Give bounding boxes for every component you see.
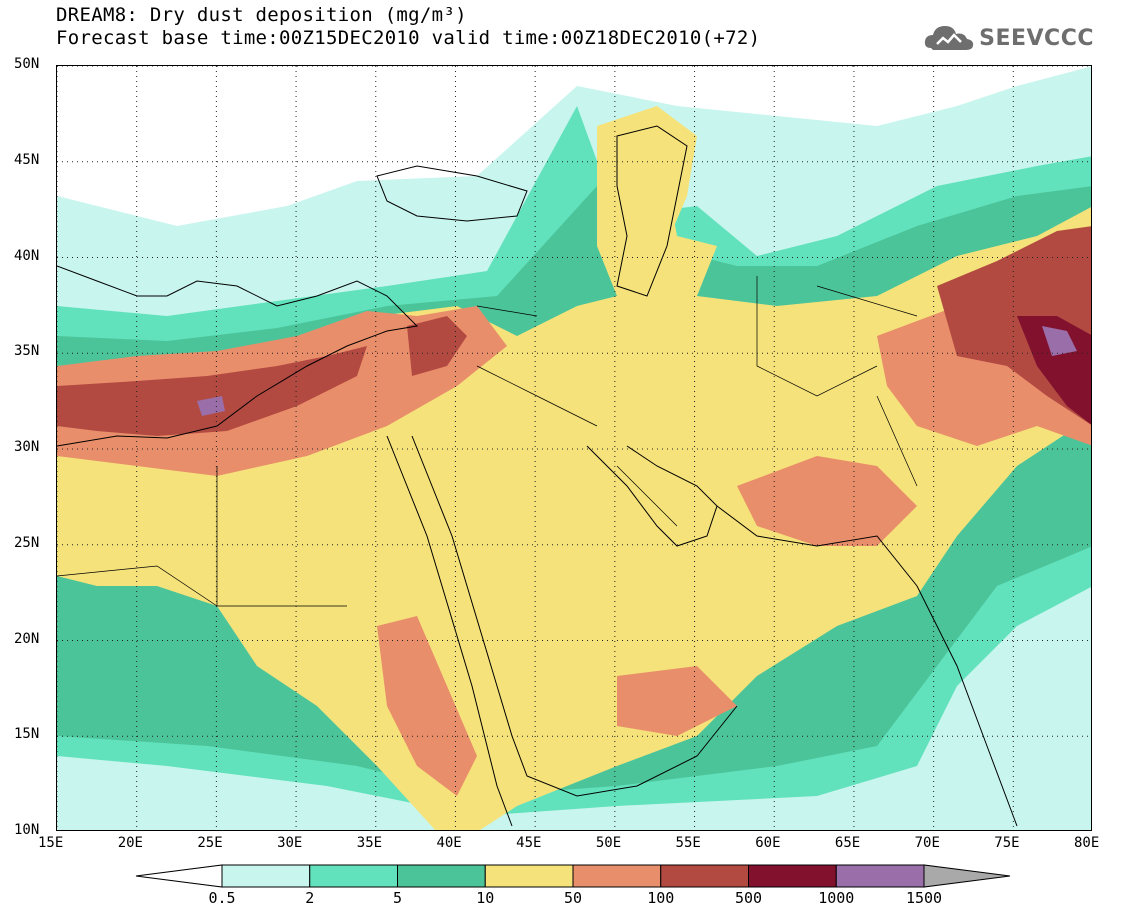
colorbar-segment xyxy=(309,864,398,888)
colorbar-tick-label: 50 xyxy=(563,889,583,907)
dust-area-level-4-redsea xyxy=(377,616,477,796)
lon-tick-label: 25E xyxy=(197,835,223,851)
lon-tick-label: 15E xyxy=(38,835,64,851)
colorbar-tick-label: 1500 xyxy=(905,889,943,907)
lon-tick-label: 60E xyxy=(755,835,781,851)
lon-tick-label: 45E xyxy=(516,835,542,851)
colorbar-segment xyxy=(748,864,837,888)
lat-tick-label: 10N xyxy=(14,822,40,838)
lon-tick-label: 70E xyxy=(914,835,940,851)
lat-tick-label: 45N xyxy=(14,151,40,168)
dust-area-level-3 xyxy=(57,126,1091,830)
lon-tick-label: 65E xyxy=(834,835,861,851)
lat-tick-label: 20N xyxy=(14,630,40,647)
lon-tick-label: 30E xyxy=(277,835,303,851)
logo-text: SEEVCCC xyxy=(979,25,1094,51)
dust-area-level-5 xyxy=(57,346,367,436)
dust-deposition-map xyxy=(56,65,1092,831)
red-sea-coast xyxy=(386,435,513,827)
lat-tick-label: 40N xyxy=(14,247,40,264)
arabia-west-coast xyxy=(411,435,738,797)
mediterranean-coast xyxy=(57,265,419,447)
dust-area-level-7-libya xyxy=(197,396,225,416)
colorbar-segment xyxy=(572,864,662,888)
lat-tick-label: 25N xyxy=(14,534,40,551)
lon-tick-label: 75E xyxy=(994,835,1020,851)
dust-area-level-3-caspian xyxy=(597,106,697,296)
dust-fill-layer xyxy=(57,66,1091,830)
colorbar-tick-label: 10 xyxy=(476,889,495,907)
colorbar-tick-label: 0.5 xyxy=(208,889,236,907)
caspian-coast xyxy=(616,125,688,297)
map-canvas xyxy=(57,66,1091,830)
colorbar-segment xyxy=(397,864,486,888)
dust-area-level-7 xyxy=(1042,326,1077,356)
dust-area-level-4-yemen xyxy=(617,666,737,736)
persian-gulf-coast xyxy=(586,445,718,547)
lat-tick-label: 30N xyxy=(14,439,40,455)
forecast-time-subtitle: Forecast base time:00Z15DEC2010 valid ti… xyxy=(56,27,761,49)
lon-tick-label: 55E xyxy=(675,835,701,851)
lon-tick-label: 80E xyxy=(1074,835,1100,851)
lon-tick-label: 50E xyxy=(595,835,622,851)
coastlines-borders xyxy=(57,125,1018,827)
colorbar-tick-label: 2 xyxy=(305,889,315,907)
black-sea-coast xyxy=(376,165,528,222)
colorbar-tick-label: 1000 xyxy=(818,889,855,907)
lat-tick-label: 50N xyxy=(14,56,40,72)
colorbar-below-triangle xyxy=(135,864,223,888)
lon-tick-label: 35E xyxy=(356,835,383,851)
dust-area-level-4-iran xyxy=(737,456,917,546)
colorbar-segment xyxy=(835,864,925,888)
dust-area-level-5-levant xyxy=(407,316,467,376)
lon-tick-label: 20E xyxy=(117,835,143,851)
colorbar-above-triangle xyxy=(923,864,1011,888)
map-title: DREAM8: Dry dust deposition (mg/m³) xyxy=(56,4,467,26)
colorbar-segment xyxy=(660,864,749,888)
colorbar-tick-label: 500 xyxy=(734,889,763,907)
lat-tick-label: 15N xyxy=(14,726,40,743)
colorbar-tick-label: 100 xyxy=(647,889,675,907)
cloud-logo-icon xyxy=(925,26,974,50)
colorbar-segment xyxy=(484,864,574,888)
colorbar xyxy=(135,864,1011,888)
iran-coast xyxy=(716,505,1018,827)
lat-tick-label: 35N xyxy=(14,343,40,360)
colorbar-segment xyxy=(221,864,311,888)
seevccc-logo: SEEVCCC xyxy=(923,22,1094,54)
border-lines xyxy=(57,276,918,607)
lon-tick-label: 40E xyxy=(436,835,462,851)
colorbar-tick-label: 5 xyxy=(392,889,403,907)
